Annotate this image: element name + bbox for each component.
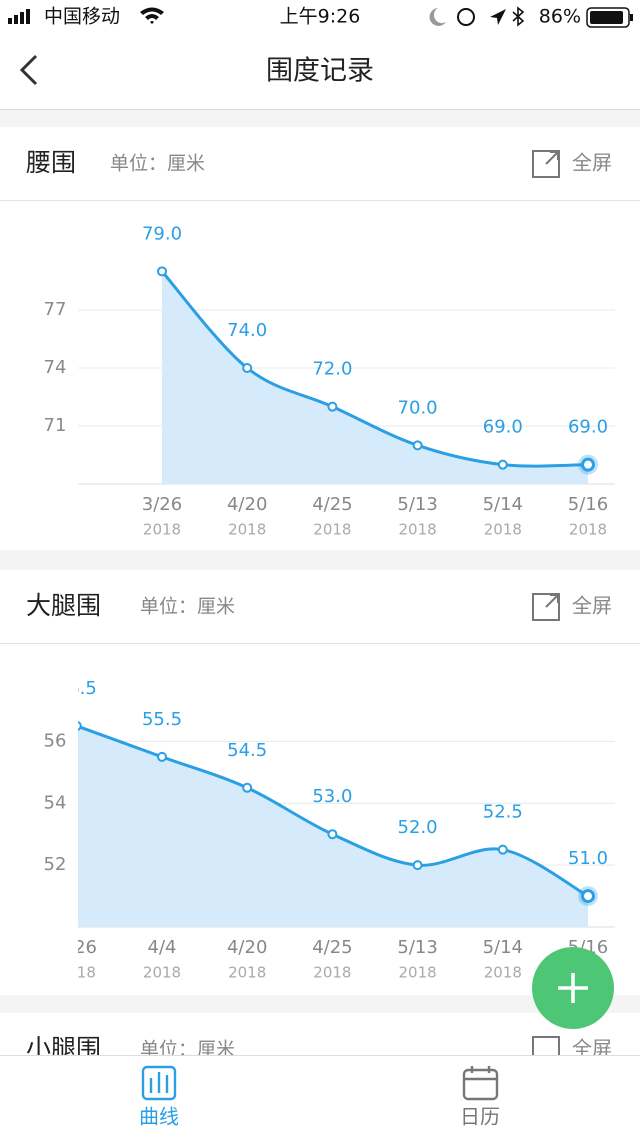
point [581,457,595,472]
x-tick-sublabel: 2018 [484,964,522,982]
value-label: 79.0 [142,223,182,244]
area [162,271,588,484]
point [78,721,82,731]
battery-icon [586,7,633,28]
icon-part [545,151,559,165]
x-tick-label: 5/13 [397,494,437,515]
point [581,889,595,904]
point [412,440,423,451]
fullscreen-icon[interactable] [532,593,560,621]
x-tick-label: 4/4 [148,937,177,958]
x-tick-label: 5/14 [483,494,523,515]
value-label: 70.0 [398,397,438,418]
carrier: 中国移动 [44,6,120,28]
point [157,266,167,277]
icon-part [532,593,560,621]
gap [0,550,640,570]
x-tick-sublabel: 2018 [313,964,351,982]
point [497,459,508,470]
point [497,844,508,855]
plot: 3/26 2018 4/4 2018 4/20 2018 4/25 2018 5/13 2018 5… [57,678,608,982]
x-tick-sublabel: 2018 [143,521,181,539]
gap [0,995,640,1013]
lock-icon [457,8,475,26]
value-label: 69.0 [568,417,608,438]
y-tick-label: 77 [44,299,67,320]
unit-label: 单位：厘米 [140,596,235,618]
gap [0,110,640,127]
value-label: 52.5 [483,802,523,823]
moon-icon [429,8,446,26]
section-title: 大腿围 [26,591,101,620]
x-tick-label: 4/25 [312,494,352,515]
icon-part [532,150,560,178]
x-tick-label: 3/26 [57,937,97,958]
point [412,860,423,871]
wifi-icon [140,7,164,24]
x-tick-label: 4/25 [312,937,352,958]
y-tick-label: 56 [44,730,67,751]
value-label: 69.0 [483,417,523,438]
x-tick-label: 4/20 [227,937,267,958]
section-title: 腰围 [26,148,76,177]
tab-icon-calendar[interactable] [462,1066,499,1101]
page-title: 围度记录 [266,56,374,87]
fullscreen-label[interactable]: 全屏 [572,594,612,618]
x-tick-label: 5/16 [568,494,608,515]
line [160,270,589,468]
location-icon [490,9,506,25]
battery-level: 86% [539,6,581,28]
x-tick-sublabel: 2018 [399,521,437,539]
point [157,751,167,762]
unit-label: 单位：厘米 [110,153,205,175]
x-tick-sublabel: 2018 [484,521,522,539]
signal [8,9,30,24]
tab-label[interactable]: 日历 [460,1105,500,1129]
value-label: 56.5 [57,678,97,699]
x-tick-label: 5/13 [397,937,437,958]
y-tick-label: 74 [44,357,67,378]
fullscreen-icon[interactable] [532,150,560,178]
y-tick-label: 54 [44,792,67,813]
x-tick-label: 4/20 [227,494,267,515]
value-label: 55.5 [142,709,182,730]
x-tick-sublabel: 2018 [569,521,607,539]
bluetooth-icon [512,6,525,27]
plot: 3/26 2018 4/20 2018 4/25 2018 5/13 2018 5/14 2018… [142,223,608,538]
x-tick-sublabel: 2018 [58,964,96,982]
x-tick-sublabel: 2018 [228,964,266,982]
value-label: 72.0 [312,359,352,380]
back-button[interactable] [19,54,38,86]
point [242,782,253,793]
area [78,726,588,927]
charts: 腰围 单位：厘米 全屏7174773/2620184/2020184/2520185… [0,148,640,982]
fullscreen-label[interactable]: 全屏 [572,151,612,175]
point [242,363,253,373]
point [327,829,338,840]
x-tick-sublabel: 2018 [313,521,351,539]
tab-label[interactable]: 曲线 [139,1105,179,1129]
value-label: 74.0 [227,320,267,341]
x-tick-sublabel: 2018 [228,521,266,539]
y-tick-label: 52 [44,854,67,875]
add-button[interactable] [532,947,614,1029]
point [327,401,338,412]
tab-icon-chart[interactable] [141,1065,177,1101]
value-label: 51.0 [568,848,608,869]
y-tick-label: 71 [44,415,67,436]
icon-part [545,594,559,608]
value-label: 52.0 [398,817,438,838]
value-label: 53.0 [312,786,352,807]
value-label: 54.5 [227,740,267,761]
x-tick-sublabel: 2018 [399,964,437,982]
clock: 上午9:26 [280,6,361,28]
x-tick-sublabel: 2018 [143,964,181,982]
x-tick-label: 5/14 [483,937,523,958]
tab-bar [0,1055,640,1138]
x-tick-label: 3/26 [142,494,182,515]
